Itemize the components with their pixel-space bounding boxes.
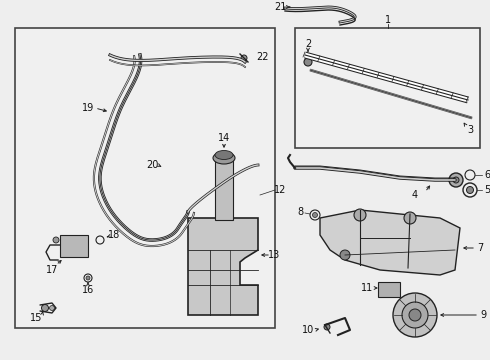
Text: 12: 12	[274, 185, 286, 195]
Circle shape	[453, 177, 459, 183]
Text: 8: 8	[297, 207, 303, 217]
Text: 16: 16	[82, 285, 94, 295]
Bar	[295, 28, 480, 148]
Text: 1: 1	[385, 15, 391, 25]
Circle shape	[404, 212, 416, 224]
Text: 4: 4	[412, 190, 418, 200]
Circle shape	[393, 293, 437, 337]
Text: 14: 14	[218, 133, 230, 143]
Circle shape	[449, 173, 463, 187]
Circle shape	[324, 324, 330, 330]
Ellipse shape	[215, 150, 233, 159]
Text: 13: 13	[268, 250, 280, 260]
Circle shape	[49, 306, 54, 310]
Circle shape	[304, 58, 312, 66]
Text: 11: 11	[361, 283, 373, 293]
Circle shape	[241, 55, 247, 61]
Text: 19: 19	[82, 103, 94, 113]
Circle shape	[402, 302, 428, 328]
Bar	[15, 28, 275, 328]
Circle shape	[313, 212, 318, 217]
Circle shape	[409, 309, 421, 321]
Text: 21: 21	[274, 2, 286, 12]
Circle shape	[340, 250, 350, 260]
Text: 18: 18	[108, 230, 120, 240]
Circle shape	[53, 237, 59, 243]
Circle shape	[86, 276, 90, 280]
Polygon shape	[320, 210, 460, 275]
Circle shape	[354, 209, 366, 221]
Ellipse shape	[213, 152, 235, 164]
Bar	[215, 155, 233, 220]
Circle shape	[42, 305, 49, 311]
Text: 6: 6	[484, 170, 490, 180]
Text: 10: 10	[302, 325, 314, 335]
Text: 17: 17	[46, 265, 58, 275]
Bar	[60, 235, 88, 257]
Text: 20: 20	[146, 160, 158, 170]
Text: 9: 9	[480, 310, 486, 320]
Bar	[378, 282, 400, 297]
Text: 22: 22	[256, 52, 268, 62]
Circle shape	[466, 186, 473, 194]
Text: 15: 15	[30, 313, 42, 323]
Polygon shape	[188, 218, 258, 315]
Text: 5: 5	[484, 185, 490, 195]
Text: 3: 3	[467, 125, 473, 135]
Text: 2: 2	[305, 39, 311, 49]
Text: 7: 7	[477, 243, 483, 253]
